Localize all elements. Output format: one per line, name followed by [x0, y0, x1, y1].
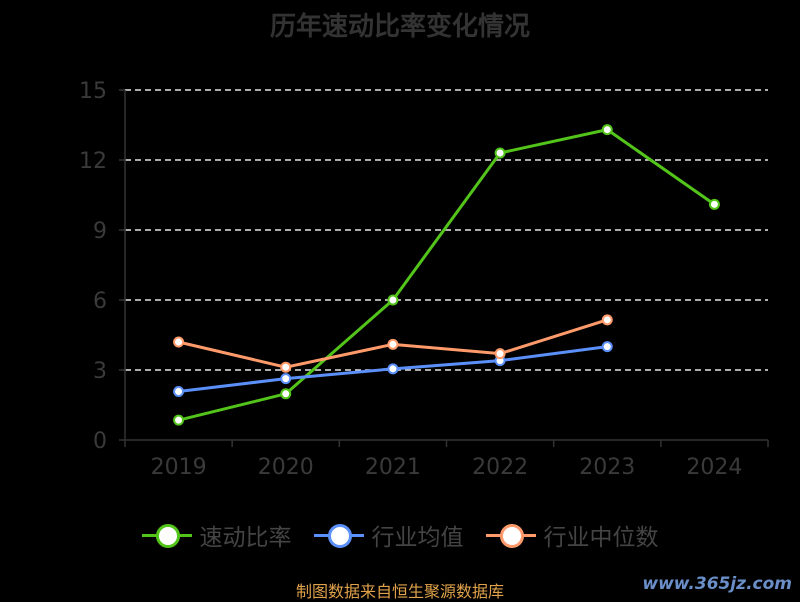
y-tick-label: 12 [79, 149, 107, 174]
data-point [601, 314, 613, 326]
data-point [601, 124, 613, 136]
data-point [280, 388, 292, 400]
data-point [708, 198, 720, 210]
x-tick-label: 2021 [365, 455, 421, 480]
y-tick-label: 15 [79, 79, 107, 104]
data-point [280, 361, 292, 373]
legend-label-quick-ratio: 速动比率 [199, 525, 292, 551]
y-tick-label: 0 [93, 429, 107, 454]
data-point [387, 338, 399, 350]
data-point [173, 414, 185, 426]
legend-item-quick-ratio[interactable]: 速动比率 [141, 518, 292, 552]
chart-title: 历年速动比率变化情况 [269, 12, 530, 42]
series-group [173, 124, 720, 426]
data-point [387, 294, 399, 306]
y-axis-ticks: 0 3 6 9 12 15 [79, 79, 126, 454]
grid-lines [125, 89, 768, 371]
series-line-0 [178, 128, 716, 422]
watermark: www.365jz.com [642, 574, 792, 594]
data-point [601, 341, 613, 353]
data-point [494, 348, 506, 360]
x-tick-label: 2024 [686, 455, 742, 480]
legend-label-industry-mean: 行业均值 [371, 525, 464, 551]
data-point [173, 336, 185, 348]
y-tick-label: 3 [93, 359, 107, 384]
legend-swatch-quick-ratio [141, 522, 192, 548]
legend: 速动比率 行业均值 行业中位数 [0, 518, 800, 552]
data-source-note: 制图数据来自恒生聚源数据库 [295, 582, 504, 601]
y-tick-label: 9 [93, 219, 107, 244]
legend-item-industry-mean[interactable]: 行业均值 [313, 518, 464, 552]
data-point [173, 385, 185, 397]
x-tick-label: 2023 [579, 455, 635, 480]
y-tick-label: 6 [93, 289, 107, 314]
legend-swatch-industry-mean [313, 522, 364, 548]
data-point [280, 373, 292, 385]
x-tick-label: 2022 [472, 455, 528, 480]
legend-item-industry-median[interactable]: 行业中位数 [485, 518, 659, 552]
x-axis: 2019 2020 2021 2022 2023 2024 [124, 439, 769, 480]
legend-label-industry-median: 行业中位数 [543, 525, 659, 551]
legend-swatch-industry-median [485, 522, 536, 548]
data-point [494, 147, 506, 159]
data-point [387, 363, 399, 375]
x-tick-label: 2019 [151, 455, 207, 480]
x-tick-label: 2020 [258, 455, 314, 480]
